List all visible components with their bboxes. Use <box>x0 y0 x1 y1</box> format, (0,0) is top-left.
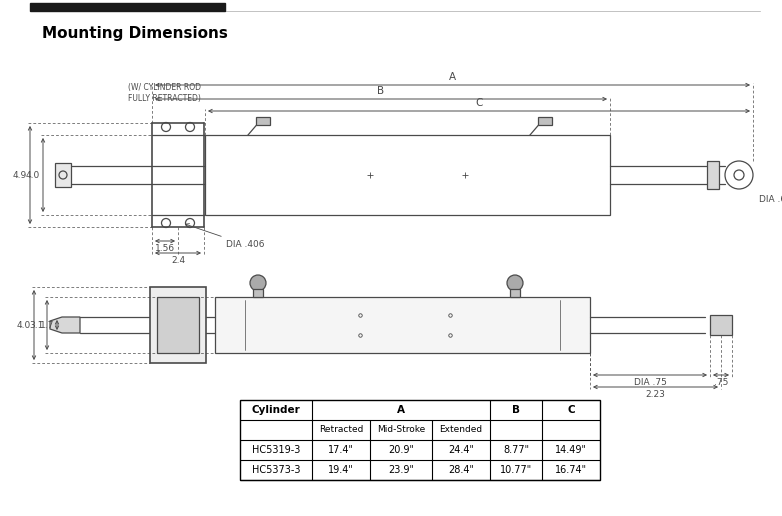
Bar <box>150 287 206 363</box>
Text: .75: .75 <box>714 378 728 387</box>
Text: 28.4": 28.4" <box>448 465 474 475</box>
Text: 4.0: 4.0 <box>16 320 31 330</box>
Text: (W/ CYLINDER ROD
FULLY RETRACTED): (W/ CYLINDER ROD FULLY RETRACTED) <box>128 83 201 103</box>
Text: B: B <box>378 86 385 96</box>
Text: 4.9: 4.9 <box>13 170 27 180</box>
Bar <box>256 117 270 125</box>
Text: DIA .406: DIA .406 <box>185 223 264 249</box>
Bar <box>205 135 610 215</box>
Text: C: C <box>475 98 482 108</box>
Text: Mounting Dimensions: Mounting Dimensions <box>42 26 228 41</box>
Text: 17.4": 17.4" <box>328 445 354 455</box>
Text: Extended: Extended <box>439 426 482 434</box>
Text: 1.56: 1.56 <box>155 244 175 253</box>
Text: Cylinder: Cylinder <box>252 405 300 415</box>
Bar <box>538 117 552 125</box>
Bar <box>710 315 732 335</box>
Text: 16.74": 16.74" <box>555 465 587 475</box>
Bar <box>30 3 225 11</box>
Text: HC5319-3: HC5319-3 <box>252 445 300 455</box>
Text: DIA .75: DIA .75 <box>633 378 666 387</box>
Text: 19.4": 19.4" <box>328 465 354 475</box>
Text: 3.1: 3.1 <box>30 320 44 330</box>
Text: Mid-Stroke: Mid-Stroke <box>377 426 425 434</box>
Text: 23.9": 23.9" <box>388 465 414 475</box>
Circle shape <box>507 275 523 291</box>
Text: 4.0: 4.0 <box>26 170 40 180</box>
Text: 20.9": 20.9" <box>388 445 414 455</box>
Text: HC5373-3: HC5373-3 <box>252 465 300 475</box>
Bar <box>55 163 71 187</box>
Text: 14.49": 14.49" <box>555 445 587 455</box>
Text: A: A <box>449 72 456 82</box>
Bar <box>707 161 719 189</box>
Text: DIA .625: DIA .625 <box>759 195 782 204</box>
Bar <box>215 297 590 353</box>
Text: 2.4: 2.4 <box>171 256 185 265</box>
Text: C: C <box>567 405 575 415</box>
Bar <box>240 400 600 480</box>
Text: 1.7: 1.7 <box>40 320 54 330</box>
Polygon shape <box>50 317 80 333</box>
Bar <box>510 289 520 297</box>
Text: A: A <box>397 405 405 415</box>
Circle shape <box>250 275 266 291</box>
Bar <box>253 289 263 297</box>
Text: 24.4": 24.4" <box>448 445 474 455</box>
Bar <box>157 297 199 353</box>
Text: B: B <box>512 405 520 415</box>
Text: 2.23: 2.23 <box>646 390 665 399</box>
Text: 10.77": 10.77" <box>500 465 532 475</box>
Text: Retracted: Retracted <box>319 426 363 434</box>
Text: 8.77": 8.77" <box>503 445 529 455</box>
